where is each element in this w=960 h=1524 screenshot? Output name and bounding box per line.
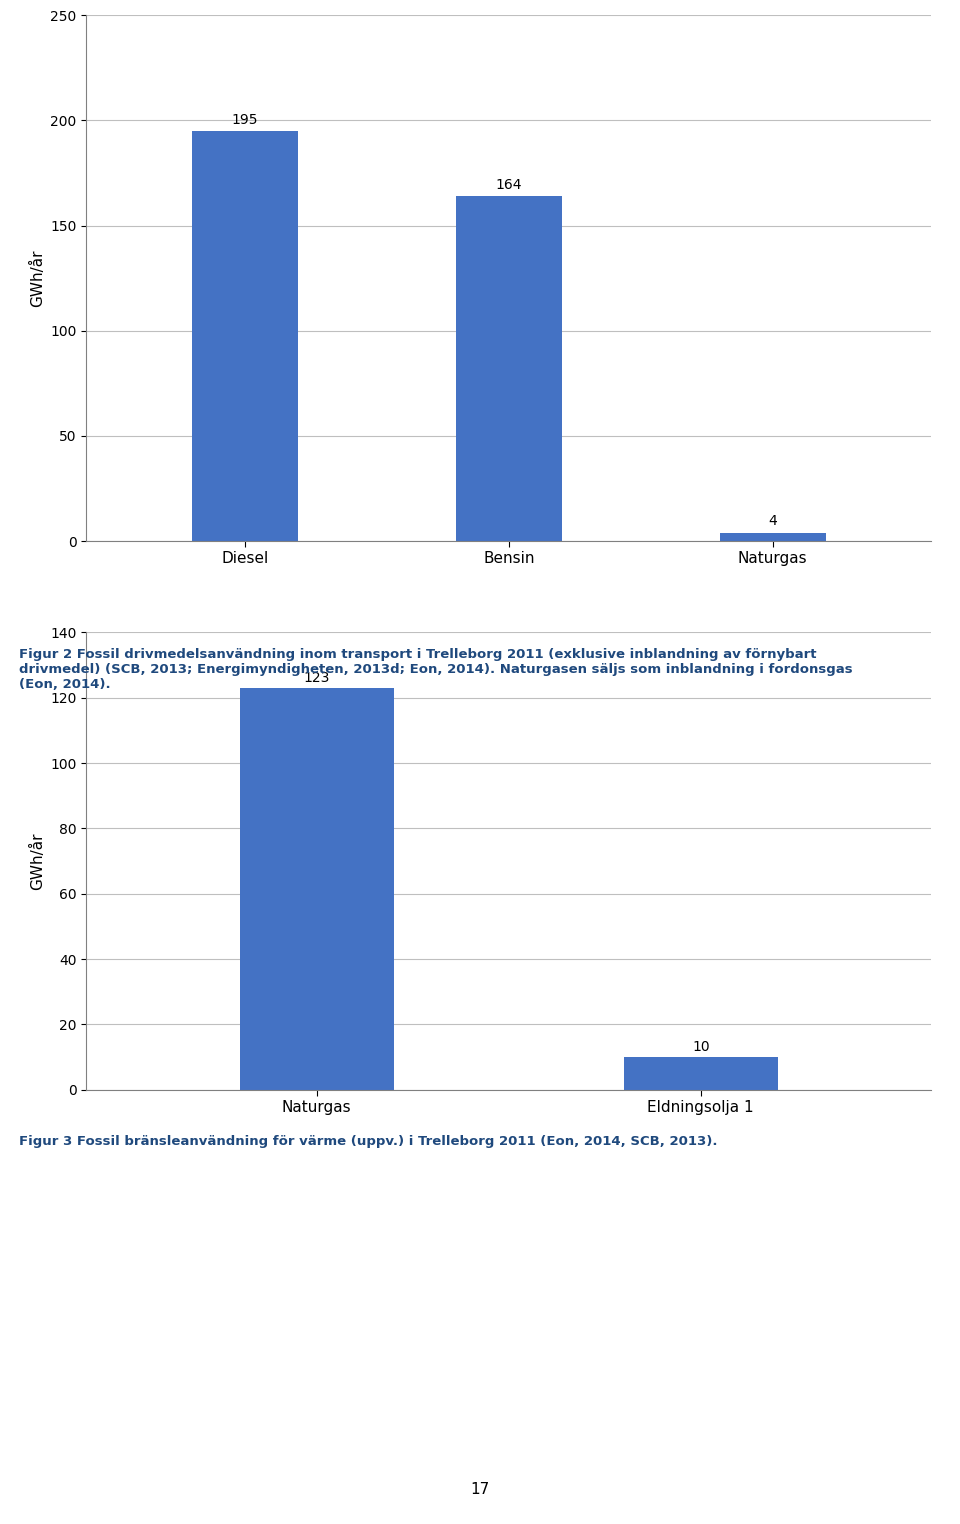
Text: 4: 4	[768, 515, 778, 529]
Bar	[624, 1058, 778, 1090]
Text: 164: 164	[495, 178, 522, 192]
Text: 17: 17	[470, 1481, 490, 1497]
Bar	[192, 131, 298, 541]
Y-axis label: GWh/år: GWh/år	[30, 250, 45, 306]
Text: Figur 3 Fossil bränsleanvändning för värme (uppv.) i Trelleborg 2011 (Eon, 2014,: Figur 3 Fossil bränsleanvändning för vär…	[19, 1135, 718, 1149]
Bar	[720, 532, 826, 541]
Text: Figur 2 Fossil drivmedelsanvändning inom transport i Trelleborg 2011 (exklusive : Figur 2 Fossil drivmedelsanvändning inom…	[19, 648, 852, 690]
Text: 10: 10	[692, 1041, 709, 1055]
Y-axis label: GWh/år: GWh/år	[30, 832, 45, 890]
Text: 123: 123	[303, 672, 330, 686]
Text: 195: 195	[231, 113, 258, 126]
Bar	[240, 687, 394, 1090]
Bar	[456, 197, 562, 541]
